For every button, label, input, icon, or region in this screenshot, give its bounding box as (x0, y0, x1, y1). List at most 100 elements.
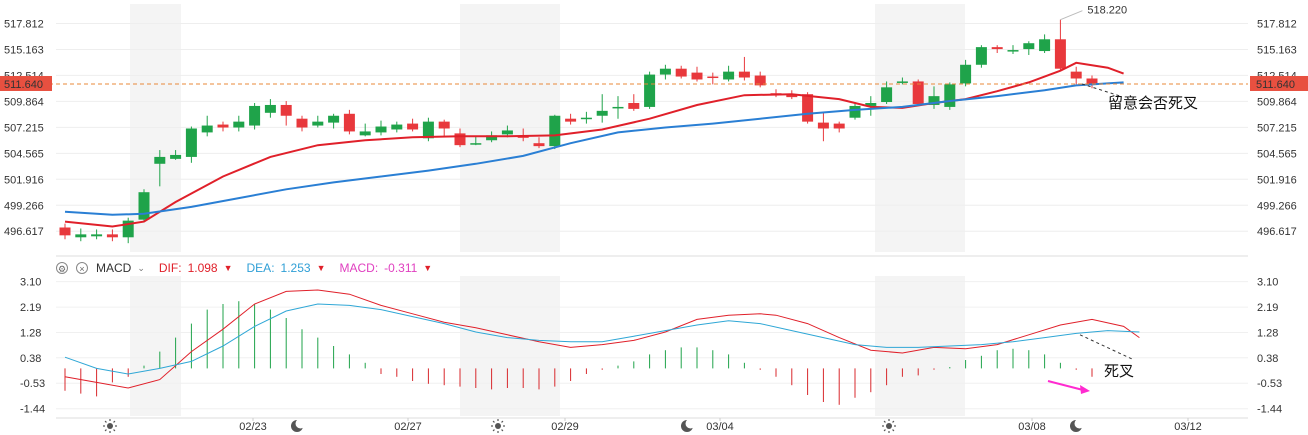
candle-body (154, 156, 166, 164)
session-icons (103, 418, 1085, 433)
price-y-axis: 496.617 496.617 499.266 499.266 501.916 501.9… (4, 18, 1297, 238)
price-tick-label: 501.916 (1257, 174, 1297, 186)
candle-body (517, 136, 529, 138)
macd-toolbar: ⚙ × MACD ⌄ DIF: 1.098 ▼ DEA: 1.253 ▼ MAC… (56, 258, 696, 278)
macd-tick-label: -1.44 (20, 404, 45, 416)
candle-body (580, 117, 592, 120)
x-tick-label: 03/08 (1018, 421, 1046, 433)
candle-body (628, 103, 640, 109)
candle-body (659, 68, 671, 75)
macd-caret-icon[interactable]: ▼ (423, 263, 433, 273)
macd-tick-label: 1.28 (20, 328, 41, 340)
price-tick-label: 509.864 (4, 96, 44, 108)
candle-body (817, 122, 829, 129)
candle-body (644, 74, 656, 107)
candle-body (185, 128, 197, 157)
chevron-down-icon[interactable]: ⌄ (137, 262, 145, 273)
dea-caret-icon[interactable]: ▼ (316, 263, 326, 273)
sun-icon (491, 419, 505, 433)
candle-body (438, 121, 450, 129)
x-tick-label: 03/12 (1174, 421, 1202, 433)
price-tick-label: 499.266 (4, 200, 44, 212)
candle-body (786, 94, 798, 98)
dif-value: 1.098 (187, 261, 218, 275)
dif-line (64, 289, 1140, 389)
x-tick-label: 02/27 (394, 421, 422, 433)
macd-tick-label: -0.53 (20, 378, 45, 390)
moon-icon (1070, 418, 1085, 432)
x-tick-label: 02/29 (551, 421, 579, 433)
candle-body (75, 234, 87, 238)
indicator-name[interactable]: MACD (96, 261, 132, 275)
candle-body (375, 126, 387, 133)
candle-body (391, 124, 403, 130)
price-tick-label: 517.812 (1257, 18, 1297, 30)
candle-body (960, 64, 972, 84)
candle-body (849, 105, 861, 118)
price-tick-label: 509.864 (1257, 96, 1297, 108)
macd-y-axis: 3.10 3.10 2.19 2.19 1.28 1.28 0.38 0.38 -0.53 -0.… (20, 277, 1282, 416)
price-tick-label: 504.565 (1257, 148, 1297, 160)
dea-line (64, 303, 1140, 375)
candle-body (691, 72, 703, 80)
candle-body (1054, 39, 1066, 69)
price-tick-label: 517.812 (4, 18, 44, 30)
down-arrow-icon (1047, 380, 1090, 394)
candle-body (1070, 71, 1082, 79)
macd-value: -0.311 (384, 261, 418, 275)
price-tick-label: 507.215 (4, 122, 44, 134)
sun-icon (103, 419, 117, 433)
dea-value: 1.253 (280, 261, 311, 275)
candle-body (296, 118, 308, 128)
session-band (130, 276, 181, 416)
session-bands (130, 4, 965, 416)
candle-body (975, 47, 987, 65)
candle-body (422, 121, 434, 139)
session-band (460, 4, 560, 252)
close-icon[interactable]: × (76, 262, 88, 274)
candle-body (233, 121, 245, 128)
candle-body (707, 76, 719, 79)
moon-icon (291, 418, 306, 432)
macd-tick-label: 3.10 (20, 277, 41, 289)
candle-body (106, 234, 118, 238)
candle-body (1039, 39, 1051, 52)
date-x-axis: 02/23 02/27 02/29 03/04 03/08 03/12 (239, 418, 1202, 433)
macd-label: MACD: (339, 261, 379, 275)
macd-tick-label: -1.44 (1257, 404, 1282, 416)
candle-body (359, 131, 371, 136)
candle-body (170, 154, 182, 159)
candle-body (865, 103, 877, 106)
session-band (460, 276, 560, 416)
last-price-box (0, 75, 52, 91)
price-tick-label: 496.617 (1257, 226, 1297, 238)
macd-tick-label: 3.10 (1257, 277, 1278, 289)
candle-body (91, 234, 103, 237)
candle-body (1023, 43, 1035, 50)
gear-icon[interactable]: ⚙ (56, 262, 68, 274)
candle-body (264, 104, 276, 113)
dif-label: DIF: (158, 261, 182, 275)
candle-body (280, 104, 292, 116)
dif-caret-icon[interactable]: ▼ (223, 263, 233, 273)
macd-death-cross-pointer (1079, 334, 1133, 360)
x-tick-label: 02/23 (239, 421, 267, 433)
macd-histogram (64, 301, 1093, 405)
price-high-label: 518.220 (1087, 5, 1127, 17)
price-annotation: 留意会否死叉 (1108, 94, 1198, 112)
price-tick-label: 507.215 (1257, 122, 1297, 134)
price-tick-label: 499.266 (1257, 200, 1297, 212)
candle-body (122, 220, 134, 238)
sun-icon (882, 419, 896, 433)
candle-body (596, 110, 608, 116)
macd-annotation: 死叉 (1104, 362, 1134, 380)
dea-label: DEA: (246, 261, 275, 275)
candle-body (723, 71, 735, 80)
macd-tick-label: 0.38 (20, 353, 41, 365)
price-high-leader (1060, 10, 1083, 21)
candle-body (138, 192, 150, 220)
price-tick-label: 501.916 (4, 174, 44, 186)
candle-body (1086, 78, 1098, 85)
price-tick-label: 515.163 (1257, 44, 1297, 56)
